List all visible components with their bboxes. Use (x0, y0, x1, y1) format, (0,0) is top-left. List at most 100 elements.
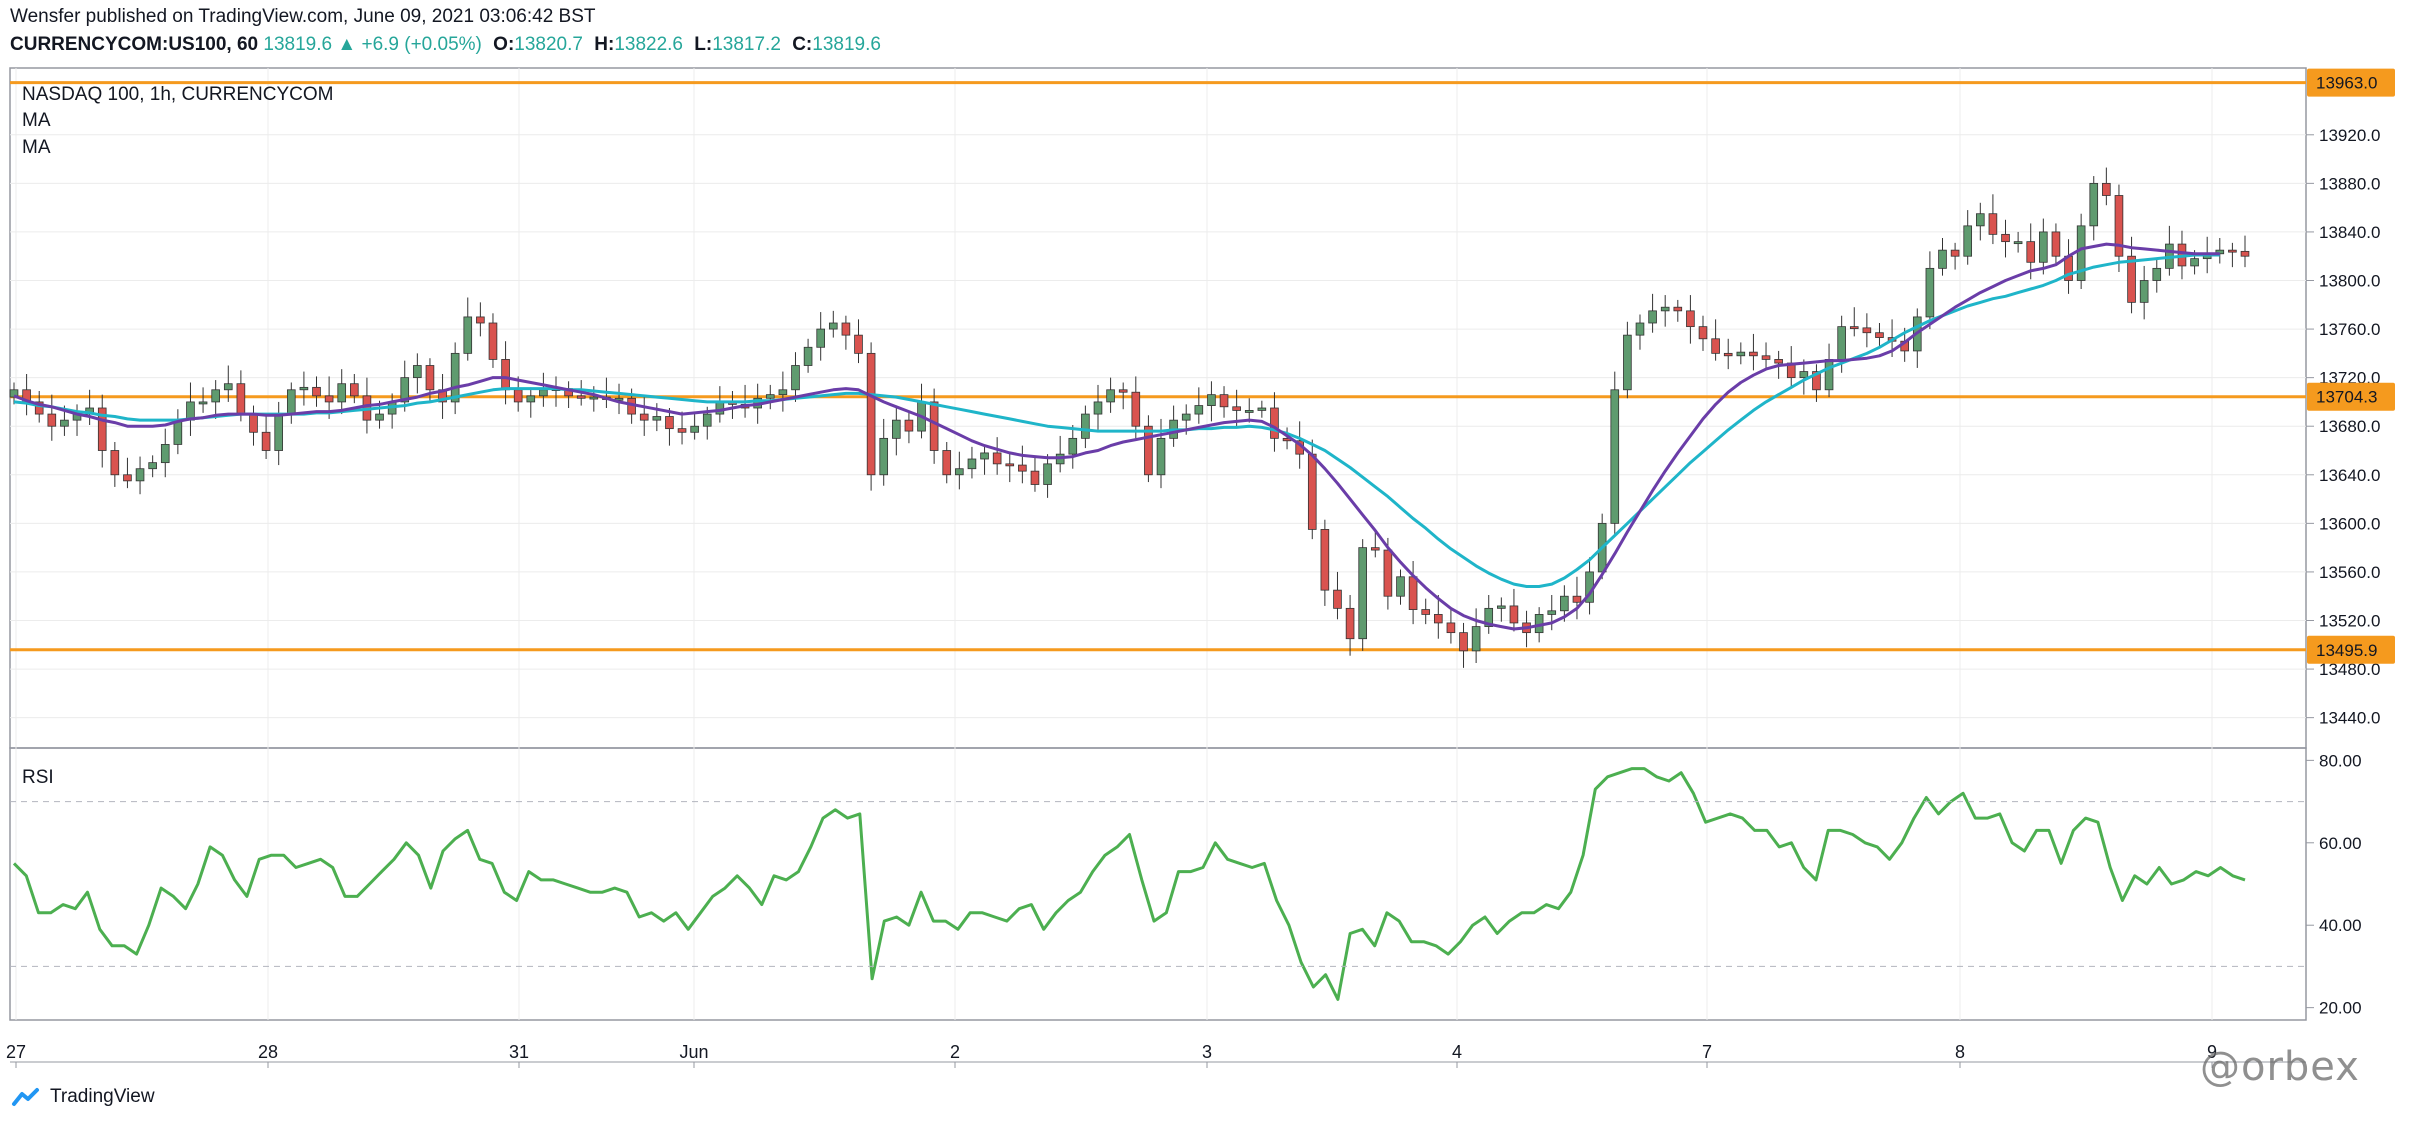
candle-body (652, 416, 662, 421)
candle-body (1131, 391, 1141, 427)
time-tick-label: 9 (2207, 1042, 2217, 1062)
low-label: L: (694, 34, 713, 55)
candle-body (1648, 310, 1657, 324)
candle-body (198, 401, 208, 405)
candle-body (97, 407, 107, 451)
candle-body (1975, 213, 1985, 227)
time-tick-label: 8 (1955, 1042, 1965, 1062)
candle-body (665, 416, 674, 430)
candle-body (1749, 351, 1758, 357)
candle-body (2051, 231, 2061, 257)
candle-body (1270, 407, 1279, 439)
support-resistance-levels[interactable] (10, 81, 2306, 652)
candle-body (286, 389, 296, 415)
candle-body (1849, 326, 1859, 330)
candle-body (1030, 470, 1040, 485)
candle-body (1093, 401, 1103, 415)
candle-body (1345, 607, 1355, 640)
candle-body (312, 386, 321, 397)
candle-body (1736, 351, 1746, 357)
candle-body (476, 316, 485, 324)
candle-body (1181, 413, 1191, 421)
last-price: 13819.6 (263, 34, 333, 55)
candle-body (2013, 241, 2023, 245)
candle-body (160, 444, 170, 464)
candle-body (866, 352, 876, 476)
candle-body (400, 377, 410, 403)
candle-body (1370, 547, 1380, 551)
candle-body (2114, 195, 2124, 257)
candle-body (639, 413, 649, 421)
candle-body (1824, 359, 1834, 391)
open-value: 13820.7 (514, 34, 583, 55)
price-level-tag (2307, 68, 2395, 97)
symbol-label[interactable]: CURRENCYCOM:US100, 60 (10, 34, 259, 55)
level-price-labels: 13963.0 13704.3 13495.9 (2307, 68, 2395, 664)
orbex-watermark: @orbex (2200, 1044, 2360, 1090)
candle-body (1673, 306, 1683, 312)
high-label: H: (594, 34, 615, 55)
candle-body (1156, 437, 1166, 476)
candle-body (854, 334, 863, 354)
price-tick-label: 13520.0 (2319, 612, 2380, 631)
ma-legend-2[interactable]: MA (22, 137, 51, 158)
candle-body (1660, 306, 1670, 312)
candle-body (1219, 394, 1229, 408)
price-tick-label: 13760.0 (2319, 320, 2380, 339)
candle-body (1471, 626, 1481, 652)
price-level-tag (2307, 382, 2395, 411)
candle-body (274, 413, 284, 451)
candle-body (1106, 389, 1115, 403)
candle-body (1194, 405, 1204, 415)
time-tick-label: Jun (679, 1042, 708, 1062)
tradingview-logo[interactable]: TradingView (10, 1086, 155, 1108)
ma-legend-1[interactable]: MA (22, 110, 51, 131)
candle-body (539, 389, 548, 397)
candle-body (715, 401, 725, 415)
candle-body (1446, 622, 1456, 634)
candle-body (2001, 233, 2010, 243)
candle-body (463, 316, 473, 354)
price-change: +6.9 (+0.05%) (361, 34, 482, 55)
candle-body (1320, 529, 1330, 591)
candle-body (450, 352, 460, 403)
price-tick-label: 13800.0 (2319, 272, 2380, 291)
candle-body (1774, 359, 1783, 364)
price-tick-label: 13440.0 (2319, 709, 2380, 728)
candle-body (34, 401, 44, 415)
candle-body (1509, 605, 1519, 624)
candle-body (879, 437, 889, 476)
rsi-legend[interactable]: RSI (22, 767, 54, 788)
rsi-axis[interactable]: 80.00 60.00 40.00 20.00 (10, 751, 2362, 1018)
candle-body (1396, 576, 1405, 597)
price-level-tag (2307, 635, 2395, 664)
candle-body (513, 389, 523, 403)
candle-body (110, 450, 120, 476)
candle-body (980, 452, 989, 460)
candle-body (892, 419, 901, 439)
time-axis[interactable]: 27 28 31 Jun 2 3 4 7 8 9 (6, 1042, 2217, 1068)
rsi-series (12, 767, 2246, 1001)
rsi-tick-label: 80.00 (2319, 751, 2362, 770)
candle-body (677, 428, 687, 433)
high-value: 13822.6 (614, 34, 683, 55)
candle-body (1635, 322, 1645, 336)
candle-body (904, 419, 914, 432)
candle-body (1799, 371, 1809, 379)
candle-body (2102, 182, 2111, 196)
candle-body (123, 474, 132, 482)
moving-averages (13, 242, 2220, 631)
candle-body (148, 462, 157, 470)
price-tick-label: 13480.0 (2319, 660, 2380, 679)
candle-body (2076, 225, 2086, 281)
price-tick-label: 13920.0 (2319, 126, 2380, 145)
candle-body (765, 394, 775, 399)
time-tick-label: 28 (258, 1042, 278, 1062)
publisher-line: Wensfer published on TradingView.com, Ju… (10, 6, 596, 27)
candle-body (1723, 352, 1733, 357)
candle-body (526, 395, 536, 403)
time-tick-label: 7 (1702, 1042, 1712, 1062)
candle-body (1686, 310, 1695, 328)
candle-body (2089, 182, 2099, 227)
